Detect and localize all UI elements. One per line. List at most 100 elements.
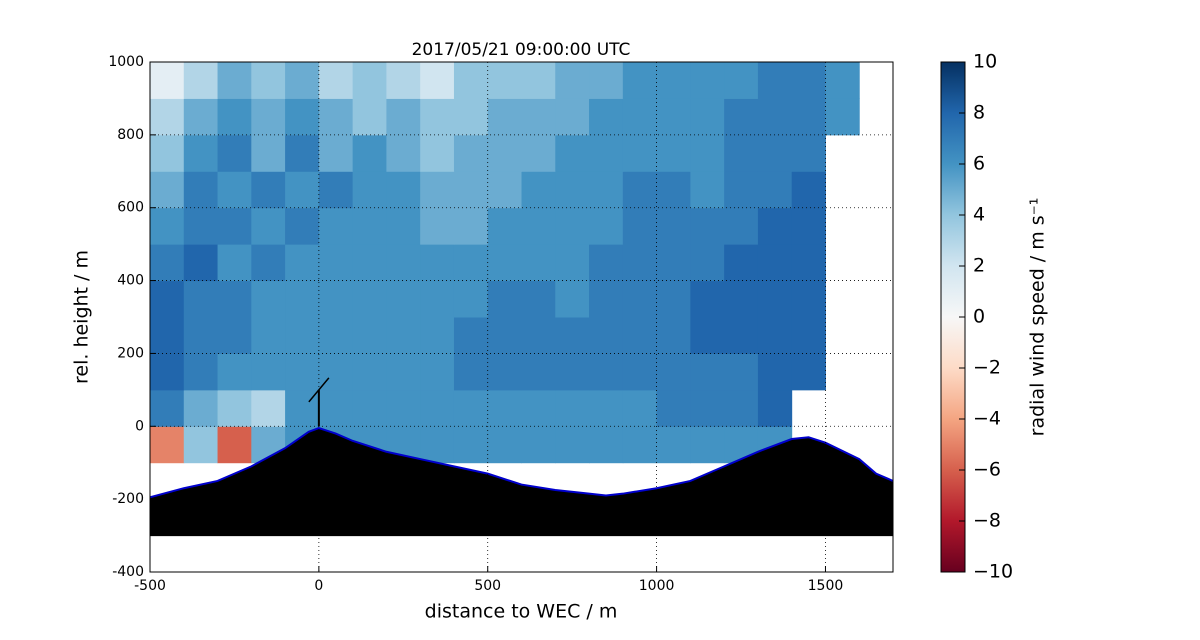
heatmap-cell <box>656 171 691 209</box>
heatmap-cell <box>217 317 252 354</box>
colorbar-tick-label: 10 <box>973 51 997 73</box>
heatmap-cell <box>183 62 219 99</box>
heatmap-cell <box>183 134 219 172</box>
heatmap-cell <box>690 280 725 318</box>
heatmap-cell <box>521 62 556 99</box>
heatmap-cell <box>521 244 556 282</box>
colorbar-tick-label: −2 <box>973 357 1001 379</box>
heatmap-cell <box>420 98 455 136</box>
heatmap-cell <box>318 134 354 172</box>
heatmap-cell <box>825 62 860 99</box>
heatmap-cell <box>487 317 522 354</box>
heatmap-cell <box>318 244 354 282</box>
heatmap-cell <box>589 171 624 209</box>
heatmap-cell <box>352 171 387 209</box>
heatmap-cell <box>622 426 658 464</box>
x-axis-label: distance to WEC / m <box>425 601 618 623</box>
heatmap-cell <box>724 62 759 99</box>
heatmap-cell <box>285 353 320 391</box>
heatmap-cell <box>251 353 286 391</box>
heatmap-cell <box>386 353 421 391</box>
x-tick-label: 1500 <box>808 578 844 594</box>
heatmap-cell <box>690 134 725 172</box>
heatmap-cell <box>183 317 219 354</box>
heatmap-cell <box>555 62 590 99</box>
heatmap-cell <box>183 207 219 245</box>
heatmap-cell <box>420 62 455 99</box>
heatmap-cell <box>656 98 691 136</box>
y-tick-label: -400 <box>112 564 144 580</box>
heatmap-cell <box>589 426 624 464</box>
heatmap-cell <box>386 207 421 245</box>
heatmap-cell <box>622 389 658 427</box>
heatmap-cell <box>251 98 286 136</box>
heatmap-cell <box>318 317 354 354</box>
heatmap-cell <box>453 317 489 354</box>
heatmap-cell <box>622 98 658 136</box>
colorbar-tick-label: −6 <box>973 459 1001 481</box>
heatmap-cell <box>656 317 691 354</box>
heatmap-cell <box>318 98 354 136</box>
heatmap-cell <box>724 389 759 427</box>
heatmap-cell <box>724 280 759 318</box>
heatmap-cell <box>589 280 624 318</box>
heatmap-cell <box>420 426 455 464</box>
heatmap-cell <box>791 317 826 354</box>
heatmap-cell <box>521 389 556 427</box>
colorbar-tick-label: −10 <box>973 561 1013 583</box>
plot-frame <box>149 61 894 573</box>
heatmap-cell <box>555 353 590 391</box>
heatmap-cell <box>757 317 793 354</box>
heatmap-cell <box>521 280 556 318</box>
heatmap-cell <box>251 134 286 172</box>
colorbar-label: radial wind speed / m s⁻¹ <box>1027 198 1049 437</box>
y-tick-label: 200 <box>117 345 144 361</box>
heatmap-cell <box>555 280 590 318</box>
heatmap-cell <box>150 207 185 245</box>
heatmap-cell <box>217 134 252 172</box>
heatmap-cell <box>791 98 826 136</box>
heatmap-cell <box>453 426 489 464</box>
colorbar-tick-label: 8 <box>973 102 985 124</box>
heatmap-cell <box>656 62 691 99</box>
heatmap-cell <box>183 426 219 464</box>
heatmap-cell <box>453 244 489 282</box>
heatmap-cell <box>386 98 421 136</box>
heatmap-cell <box>251 389 286 427</box>
heatmap-cell <box>420 207 455 245</box>
heatmap-cell <box>150 134 185 172</box>
heatmap-cell <box>622 244 658 282</box>
heatmap-cell <box>285 98 320 136</box>
heatmap-cell <box>555 389 590 427</box>
heatmap-cell <box>453 207 489 245</box>
heatmap-cell <box>487 389 522 427</box>
heatmap-cell <box>757 280 793 318</box>
heatmap-cell <box>453 98 489 136</box>
heatmap-cell <box>285 244 320 282</box>
y-tick-label: 400 <box>117 273 144 289</box>
heatmap-cell <box>690 171 725 209</box>
heatmap-cell <box>521 317 556 354</box>
heatmap-cell <box>622 317 658 354</box>
heatmap-cell <box>318 171 354 209</box>
heatmap-cell <box>589 244 624 282</box>
chart-title: 2017/05/21 09:00:00 UTC <box>412 40 631 60</box>
heatmap-cell <box>589 353 624 391</box>
heatmap-cell <box>656 134 691 172</box>
heatmap-cell <box>555 171 590 209</box>
heatmap-cell <box>217 62 252 99</box>
heatmap-cell <box>825 98 860 136</box>
heatmap-cell <box>555 426 590 464</box>
heatmap-cell <box>555 98 590 136</box>
terrain-edge <box>150 427 893 499</box>
heatmap-cell <box>589 207 624 245</box>
heatmap-cell <box>487 134 522 172</box>
heatmap-cell <box>690 98 725 136</box>
y-tick-label: 600 <box>117 200 144 216</box>
heatmap-cell <box>420 280 455 318</box>
colorbar-tick-label: 6 <box>973 153 985 175</box>
heatmap-cell <box>352 207 387 245</box>
heatmap-cell <box>690 353 725 391</box>
heatmap-cell <box>217 171 252 209</box>
heatmap-cell <box>622 207 658 245</box>
